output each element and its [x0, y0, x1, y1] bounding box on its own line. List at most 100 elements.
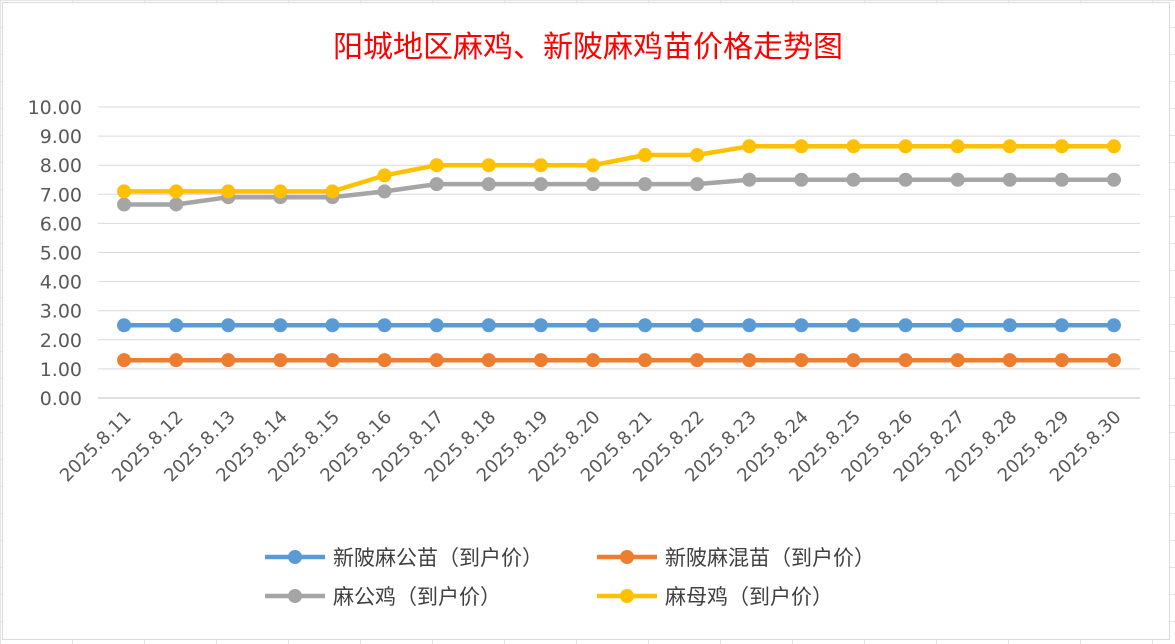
- data-point: [794, 353, 809, 368]
- legend-item[interactable]: 麻公鸡（到户价）: [265, 585, 501, 609]
- data-point: [1106, 139, 1121, 154]
- data-point: [325, 318, 340, 333]
- y-tick-label: 10.00: [28, 97, 82, 119]
- data-point: [585, 353, 600, 368]
- data-point: [533, 177, 548, 192]
- data-point: [742, 172, 757, 187]
- data-point: [325, 184, 340, 199]
- data-point: [950, 139, 965, 154]
- data-point: [377, 168, 392, 183]
- data-point: [950, 318, 965, 333]
- data-point: [429, 353, 444, 368]
- legend-item[interactable]: 新陂麻公苗（到户价）: [265, 546, 543, 570]
- y-tick-label: 6.00: [40, 213, 82, 235]
- legend-label: 新陂麻混苗（到户价）: [665, 546, 875, 570]
- series-lines: [121, 144, 1117, 363]
- y-tick-label: 7.00: [40, 184, 82, 206]
- data-point: [898, 139, 913, 154]
- x-axis-tick-labels: 2025.8.112025.8.122025.8.132025.8.142025…: [56, 407, 1126, 487]
- y-tick-label: 8.00: [40, 155, 82, 177]
- data-point: [585, 318, 600, 333]
- chart-title: 阳城地区麻鸡、新陂麻鸡苗价格走势图: [333, 30, 843, 65]
- data-point: [117, 184, 132, 199]
- data-point: [169, 353, 184, 368]
- data-point: [1106, 318, 1121, 333]
- data-point: [742, 318, 757, 333]
- data-point: [1002, 139, 1017, 154]
- data-point: [273, 353, 288, 368]
- series-markers: [117, 139, 1121, 368]
- data-point: [1002, 318, 1017, 333]
- data-point: [481, 318, 496, 333]
- data-point: [794, 172, 809, 187]
- data-point: [846, 172, 861, 187]
- data-point: [533, 353, 548, 368]
- data-point: [898, 353, 913, 368]
- data-point: [481, 353, 496, 368]
- data-point: [846, 139, 861, 154]
- data-point: [481, 177, 496, 192]
- data-point: [117, 197, 132, 212]
- data-point: [950, 172, 965, 187]
- data-point: [429, 177, 444, 192]
- data-point: [533, 318, 548, 333]
- y-tick-label: 1.00: [40, 359, 82, 381]
- gridlines: [98, 106, 1140, 399]
- data-point: [273, 318, 288, 333]
- y-tick-label: 9.00: [40, 126, 82, 148]
- data-point: [377, 318, 392, 333]
- data-point: [481, 158, 496, 173]
- series-line: [121, 177, 1117, 207]
- data-point: [690, 353, 705, 368]
- data-point: [690, 177, 705, 192]
- data-point: [898, 318, 913, 333]
- data-point: [273, 184, 288, 199]
- data-point: [1054, 318, 1069, 333]
- legend: 新陂麻公苗（到户价） 新陂麻混苗（到户价） 麻公鸡（到户价） 麻母鸡（到户价）: [265, 546, 875, 609]
- data-point: [638, 353, 653, 368]
- legend-label: 麻母鸡（到户价）: [665, 585, 833, 609]
- data-point: [846, 353, 861, 368]
- data-point: [898, 172, 913, 187]
- legend-swatch-marker: [288, 589, 302, 603]
- data-point: [1054, 172, 1069, 187]
- legend-item[interactable]: 麻母鸡（到户价）: [597, 585, 833, 609]
- legend-label: 新陂麻公苗（到户价）: [333, 546, 543, 570]
- y-tick-label: 2.00: [40, 330, 82, 352]
- y-tick-label: 5.00: [40, 243, 82, 265]
- data-point: [117, 353, 132, 368]
- data-point: [169, 318, 184, 333]
- y-tick-label: 0.00: [40, 388, 82, 410]
- data-point: [950, 353, 965, 368]
- data-point: [1002, 172, 1017, 187]
- data-point: [1054, 139, 1069, 154]
- data-point: [794, 318, 809, 333]
- data-point: [377, 184, 392, 199]
- data-point: [742, 139, 757, 154]
- data-point: [429, 318, 444, 333]
- y-axis-tick-labels: 0.00 1.00 2.00 3.00 4.00 5.00 6.00 7.00 8.00 9.00…: [28, 97, 82, 410]
- data-point: [325, 353, 340, 368]
- y-tick-label: 4.00: [40, 272, 82, 294]
- data-point: [221, 353, 236, 368]
- data-point: [585, 177, 600, 192]
- legend-swatch-marker: [620, 589, 634, 603]
- data-point: [221, 184, 236, 199]
- data-point: [1054, 353, 1069, 368]
- data-point: [690, 148, 705, 163]
- legend-label: 麻公鸡（到户价）: [333, 585, 501, 609]
- legend-swatch-marker: [288, 550, 302, 564]
- data-point: [221, 318, 236, 333]
- data-point: [846, 318, 861, 333]
- data-point: [690, 318, 705, 333]
- data-point: [638, 177, 653, 192]
- data-point: [742, 353, 757, 368]
- y-tick-label: 3.00: [40, 301, 82, 323]
- data-point: [169, 184, 184, 199]
- data-point: [1106, 353, 1121, 368]
- data-point: [585, 158, 600, 173]
- data-point: [533, 158, 548, 173]
- legend-item[interactable]: 新陂麻混苗（到户价）: [597, 546, 875, 570]
